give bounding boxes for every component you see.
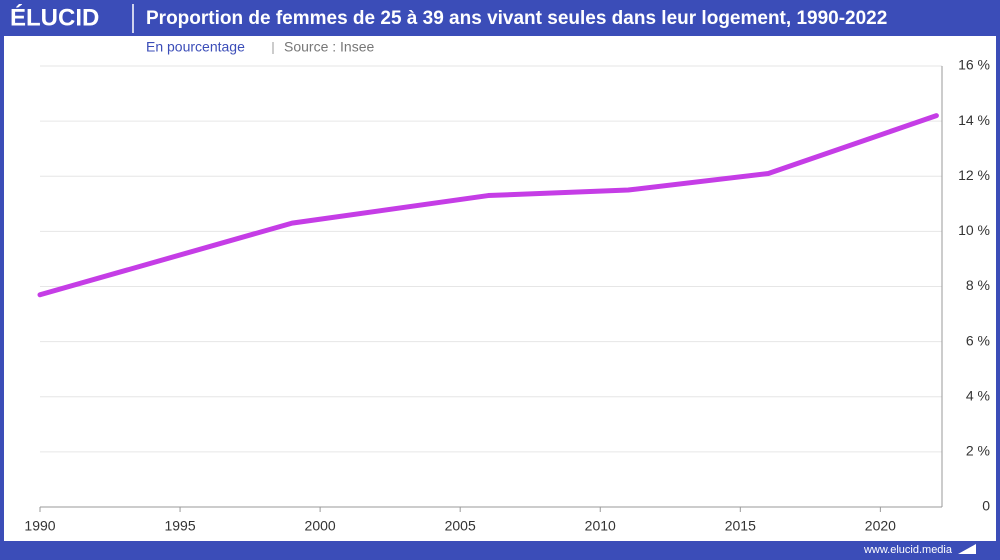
source: Source : Insee <box>284 39 374 55</box>
y-tick-label: 14 % <box>958 112 990 128</box>
series-line <box>37 113 939 298</box>
y-tick-label: 8 % <box>966 277 990 293</box>
y-tick-label: 4 % <box>966 387 990 403</box>
brand: ÉLUCID <box>10 3 99 31</box>
x-tick-label: 2020 <box>865 518 896 534</box>
x-tick-label: 2005 <box>445 518 476 534</box>
footer-icon <box>958 544 976 554</box>
y-tick-label: 2 % <box>966 443 990 459</box>
x-tick-label: 2000 <box>305 518 336 534</box>
x-tick-label: 1995 <box>164 518 195 534</box>
x-tick-label: 2015 <box>725 518 756 534</box>
footer: www.elucid.media <box>863 544 953 556</box>
y-tick-label: 12 % <box>958 167 990 183</box>
panel <box>4 36 996 541</box>
y-tick-label: 16 % <box>958 57 990 73</box>
y-tick-label: 10 % <box>958 222 990 238</box>
y-tick-label: 6 % <box>966 332 990 348</box>
y-tick-label: 0 <box>982 498 990 514</box>
chart-title: Proportion de femmes de 25 à 39 ans viva… <box>146 8 887 29</box>
x-tick-label: 2010 <box>585 518 616 534</box>
subtitle: En pourcentage <box>146 39 245 55</box>
x-tick-label: 1990 <box>24 518 55 534</box>
